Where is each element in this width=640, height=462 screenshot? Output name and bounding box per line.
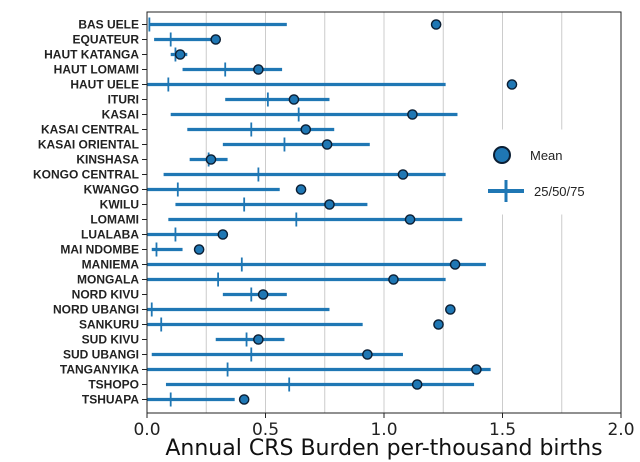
category-label: MONGALA	[77, 273, 139, 287]
category-label: KASAI CENTRAL	[41, 123, 139, 137]
x-tick-label: 2.0	[607, 420, 634, 440]
x-tick-label: 0.0	[133, 420, 160, 440]
mean-point	[174, 49, 186, 60]
mean-point	[193, 244, 205, 255]
legend-mean-label: Mean	[530, 148, 563, 163]
x-tick-labels: 0.0 0.5 1.0 1.5 2.0	[133, 413, 635, 440]
mean-point	[404, 214, 416, 225]
mean-point	[397, 169, 409, 180]
category-label: SUD UBANGI	[63, 348, 139, 362]
category-label: NORD KIVU	[72, 288, 139, 302]
mean-point	[253, 64, 264, 75]
category-label: TANGANYIKA	[60, 363, 139, 377]
category-label: LUALABA	[81, 228, 139, 242]
category-label: BAS UELE	[78, 18, 139, 32]
category-label: LOMAMI	[90, 213, 139, 227]
mean-point	[288, 94, 300, 105]
mean-points	[174, 19, 518, 405]
mean-point	[449, 259, 461, 270]
mean-point	[257, 289, 269, 300]
x-tick-label: 1.5	[489, 420, 516, 440]
mean-point	[210, 34, 222, 45]
mean-point	[445, 304, 456, 315]
mean-point	[324, 199, 335, 210]
mean-point	[430, 19, 442, 30]
legend-box	[476, 129, 620, 215]
legend: Mean 25/50/75	[476, 129, 620, 215]
category-label: EQUATEUR	[73, 33, 140, 47]
category-label: KWILU	[100, 198, 139, 212]
category-label: KWANGO	[84, 183, 139, 197]
category-label: KINSHASA	[76, 153, 139, 167]
mean-point	[253, 334, 264, 345]
category-label: NORD UBANGI	[53, 303, 139, 317]
mean-point	[506, 79, 518, 90]
category-label: ITURI	[108, 93, 139, 107]
mean-point	[238, 394, 250, 405]
mean-point	[388, 274, 399, 285]
mean-point	[300, 124, 312, 135]
mean-point	[321, 139, 333, 150]
category-label: HAUT LOMAMI	[54, 63, 139, 77]
category-label: KASAI	[102, 108, 139, 122]
category-label: SANKURU	[79, 318, 139, 332]
category-label: MAI NDOMBE	[60, 243, 139, 257]
category-label: HAUT UELE	[70, 78, 139, 92]
x-tick-label: 1.0	[370, 420, 397, 440]
category-label: TSHUAPA	[82, 393, 139, 407]
mean-point	[433, 319, 444, 330]
median-ticks	[148, 17, 300, 407]
category-label: MANIEMA	[82, 258, 140, 272]
legend-range-label: 25/50/75	[534, 184, 585, 199]
category-label: SUD KIVU	[82, 333, 139, 347]
mean-point	[411, 379, 423, 390]
category-label: KASAI ORIENTAL	[38, 138, 139, 152]
mean-point	[205, 154, 217, 165]
category-label: HAUT KATANGA	[44, 48, 139, 62]
x-tick-label: 0.5	[252, 420, 279, 440]
legend-mean-marker	[493, 146, 511, 164]
category-label: TSHOPO	[88, 378, 139, 392]
mean-point	[407, 109, 418, 120]
plot-frame	[146, 11, 622, 414]
mean-point	[295, 184, 307, 195]
range-bars	[147, 22, 491, 402]
mean-point	[362, 349, 373, 360]
category-label: KONGO CENTRAL	[33, 168, 139, 182]
x-axis-label: Annual CRS Burden per-thousand births	[165, 436, 602, 461]
mean-point	[217, 229, 229, 240]
mean-point	[471, 364, 482, 375]
